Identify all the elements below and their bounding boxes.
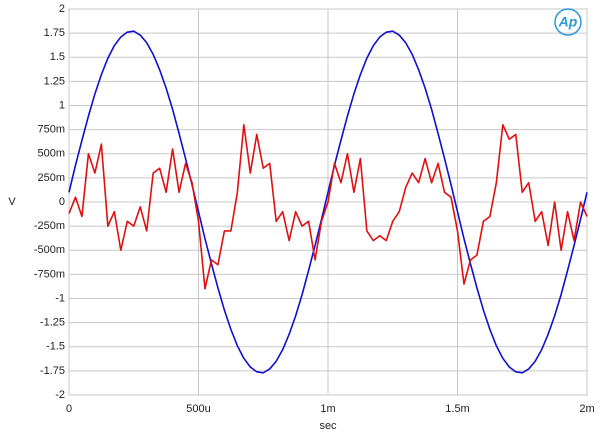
y-tick-label: -2 — [55, 389, 65, 401]
y-tick-label: 750m — [37, 124, 65, 136]
x-axis-label: sec — [319, 420, 337, 432]
data-line — [68, 30, 588, 374]
x-tick-label: 500u — [186, 403, 210, 415]
y-axis-label: V — [8, 196, 16, 208]
y-tick-label: 0 — [59, 196, 65, 208]
data-line — [68, 124, 588, 290]
logo-ring — [554, 8, 582, 36]
y-tick-label: 250m — [37, 172, 65, 184]
y-tick-label: -1.75 — [40, 365, 65, 377]
y-tick-label: 1.75 — [44, 27, 65, 39]
y-tick-label: -1 — [55, 292, 65, 304]
x-tick-label: 2m — [579, 403, 594, 415]
y-tick-label: -1.5 — [46, 341, 65, 353]
x-tick-label: 1m — [320, 403, 335, 415]
y-tick-label: -750m — [34, 268, 65, 280]
y-tick-label: -1.25 — [40, 317, 65, 329]
x-tick-label: 1.5m — [445, 403, 469, 415]
y-tick-label: 1.25 — [44, 75, 65, 87]
logo: Ap — [558, 14, 578, 30]
y-tick-label: -250m — [34, 220, 65, 232]
y-tick-label: 1 — [59, 99, 65, 111]
y-tick-label: 500m — [37, 148, 65, 160]
y-tick-label: 2 — [59, 3, 65, 15]
x-tick-label: 0 — [66, 403, 72, 415]
y-tick-label: -500m — [34, 244, 65, 256]
y-tick-label: 1.5 — [50, 51, 65, 63]
